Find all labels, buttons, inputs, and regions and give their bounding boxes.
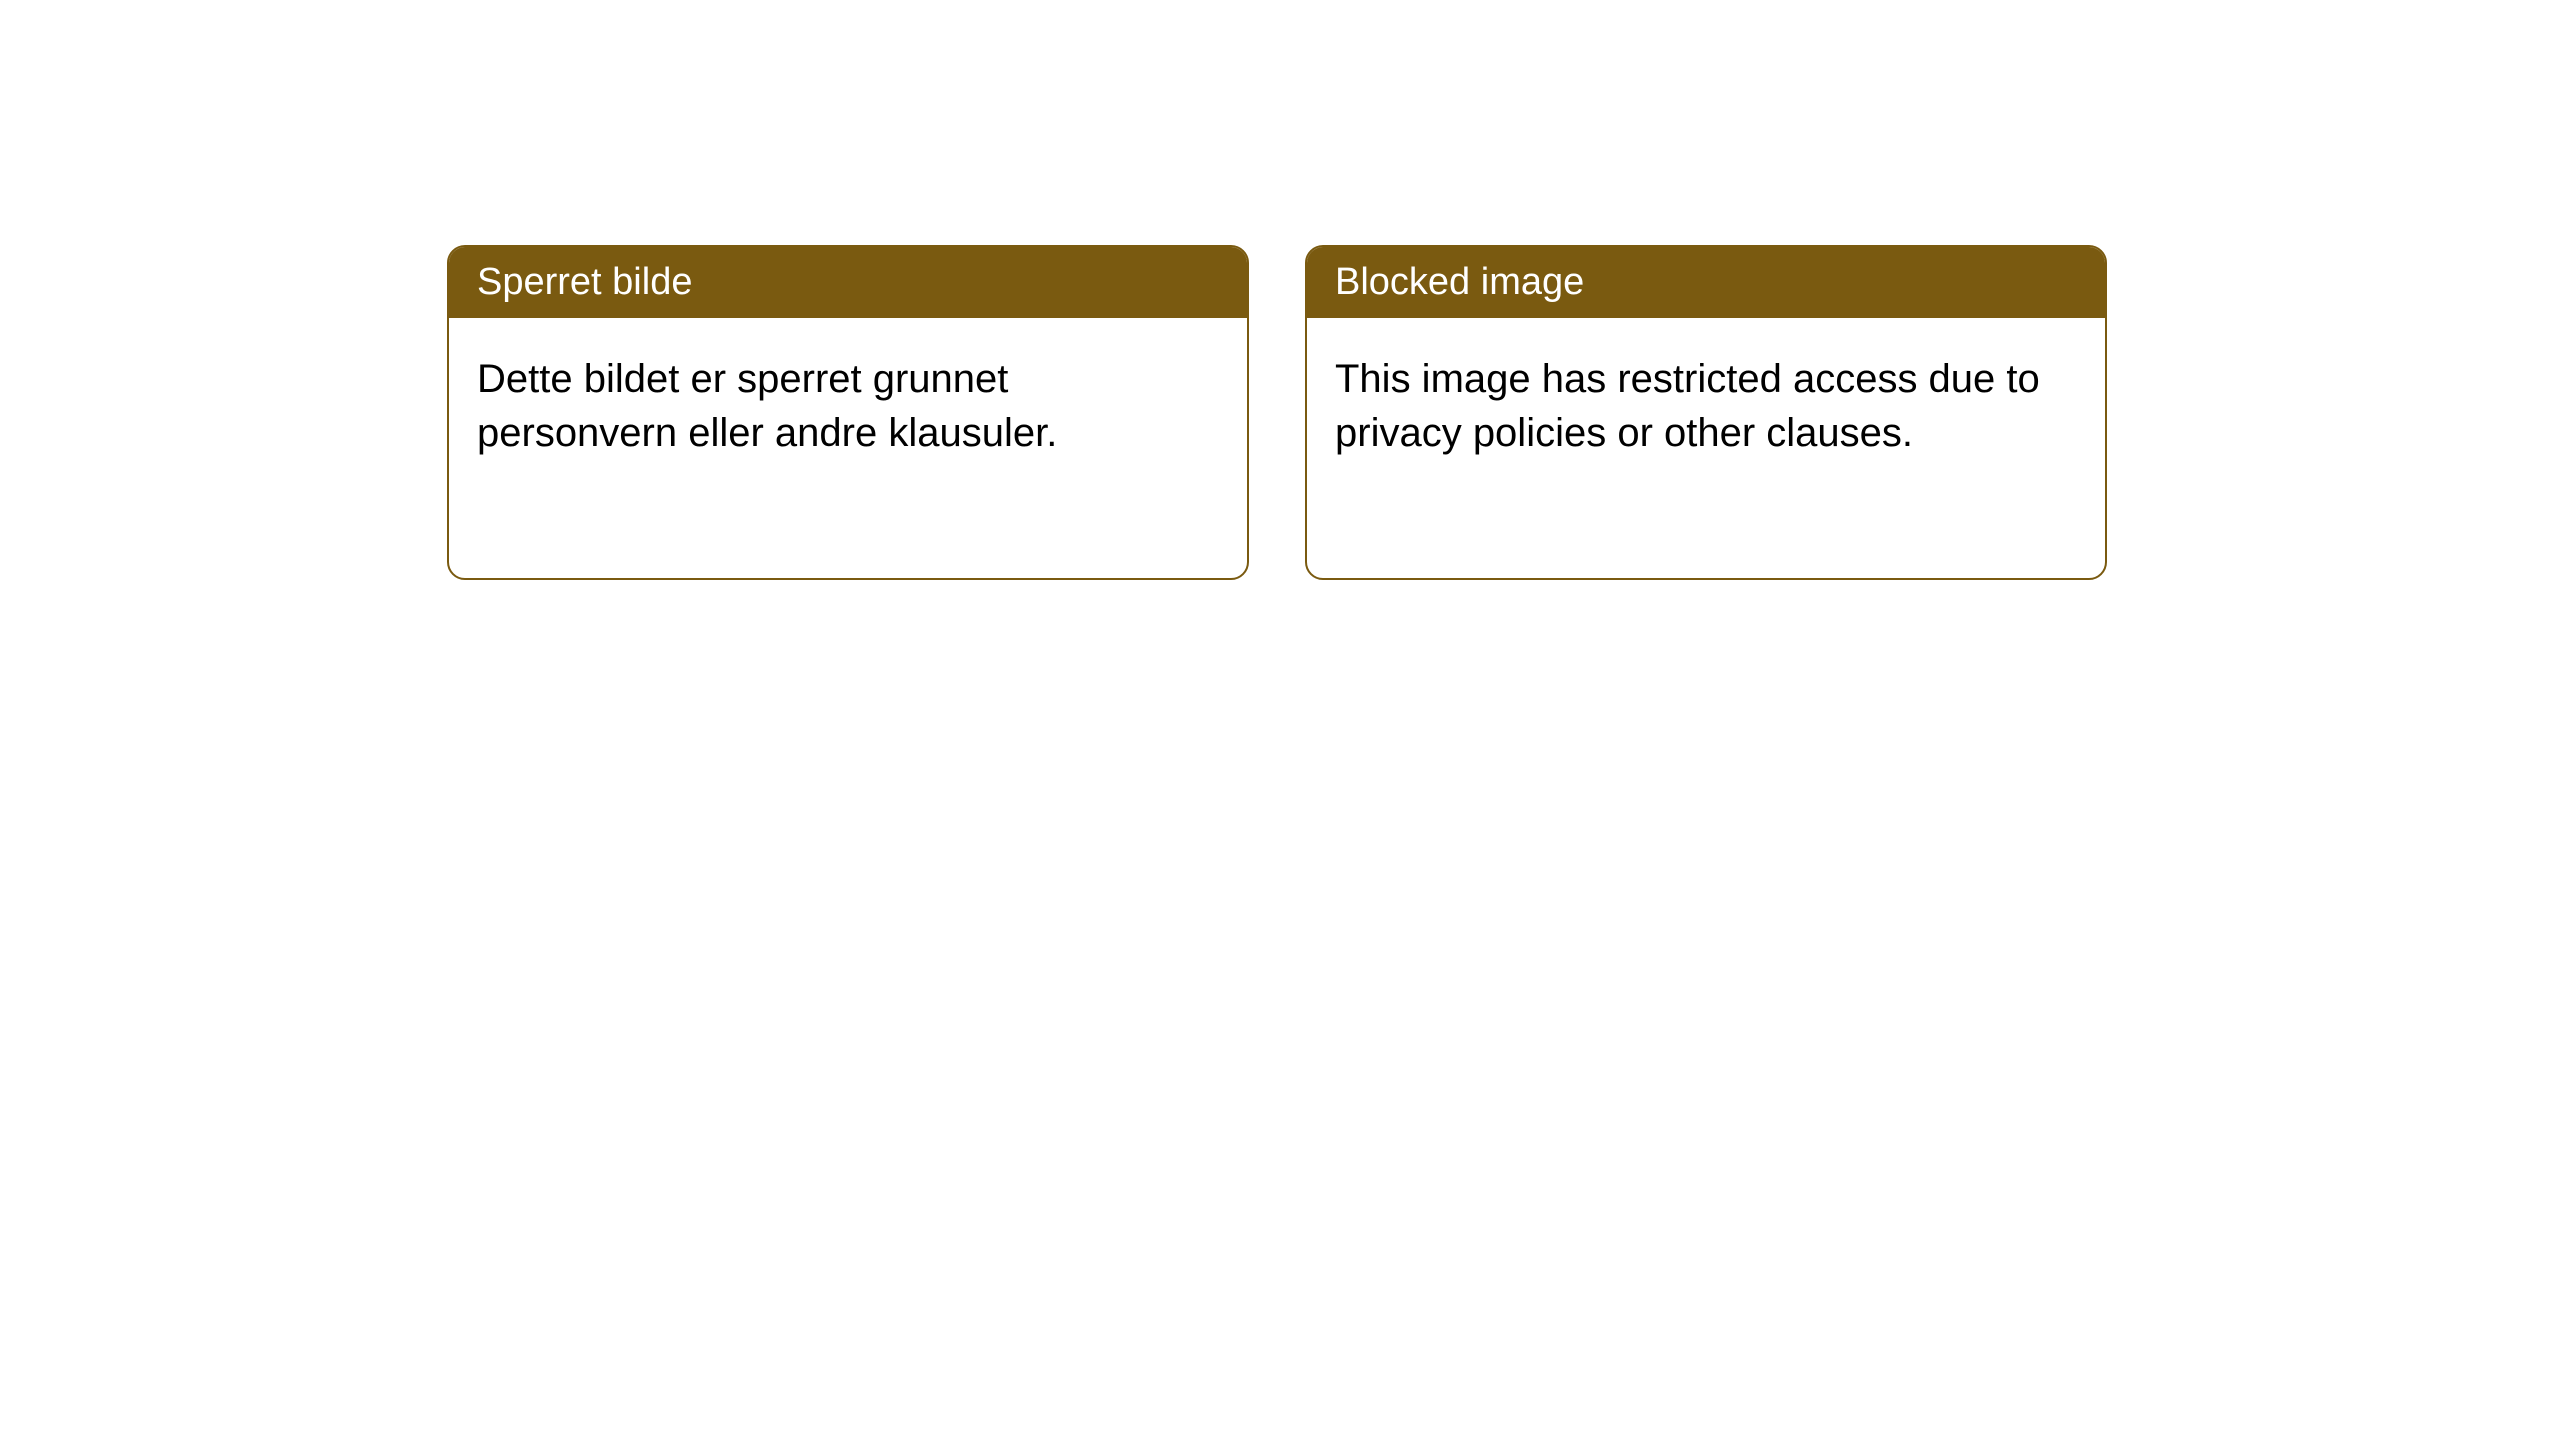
notice-cards-container: Sperret bilde Dette bildet er sperret gr…: [447, 245, 2107, 580]
card-title: Sperret bilde: [477, 261, 692, 303]
card-title: Blocked image: [1335, 261, 1584, 303]
card-body: Dette bildet er sperret grunnet personve…: [449, 318, 1247, 578]
card-body: This image has restricted access due to …: [1307, 318, 2105, 578]
card-header: Blocked image: [1307, 247, 2105, 318]
notice-card-english: Blocked image This image has restricted …: [1305, 245, 2107, 580]
card-text: Dette bildet er sperret grunnet personve…: [477, 352, 1219, 460]
card-text: This image has restricted access due to …: [1335, 352, 2077, 460]
notice-card-norwegian: Sperret bilde Dette bildet er sperret gr…: [447, 245, 1249, 580]
card-header: Sperret bilde: [449, 247, 1247, 318]
